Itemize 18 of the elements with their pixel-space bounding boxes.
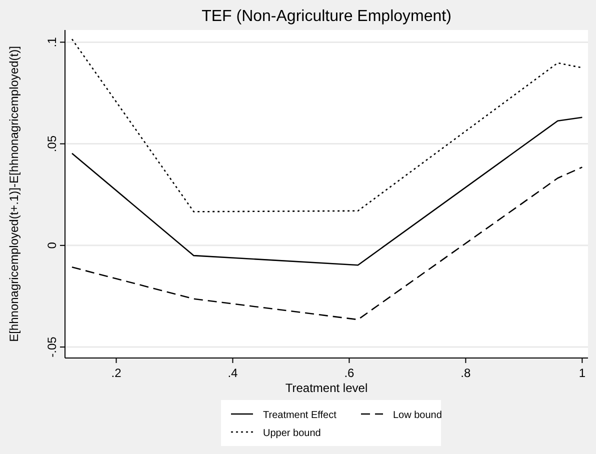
- y-tick-label: .05: [45, 135, 59, 152]
- x-tick-label: .4: [228, 366, 238, 380]
- x-axis-title: Treatment level: [285, 381, 368, 395]
- line-series: [71, 38, 583, 212]
- x-tick-label: .6: [344, 366, 355, 380]
- y-tick-label: .1: [45, 36, 59, 48]
- y-tick-label: 0: [45, 242, 59, 249]
- line-series: [71, 166, 583, 320]
- y-axis-title: E[hhnonagricemployed(t+.1)]-E[hhnonagricemployed(t)]: [7, 46, 21, 342]
- chart-title: TEF (Non-Agriculture Employment): [202, 8, 452, 25]
- legend-label: Upper bound: [263, 428, 321, 439]
- x-tick-label: .8: [460, 366, 472, 380]
- x-tick-label: 1: [578, 366, 586, 380]
- x-tick-label: .2: [111, 366, 122, 380]
- legend-label: Treatment Effect: [263, 410, 337, 421]
- legend-label: Low bound: [393, 410, 442, 421]
- y-tick-label: -.05: [45, 336, 59, 358]
- line-series: [71, 116, 583, 266]
